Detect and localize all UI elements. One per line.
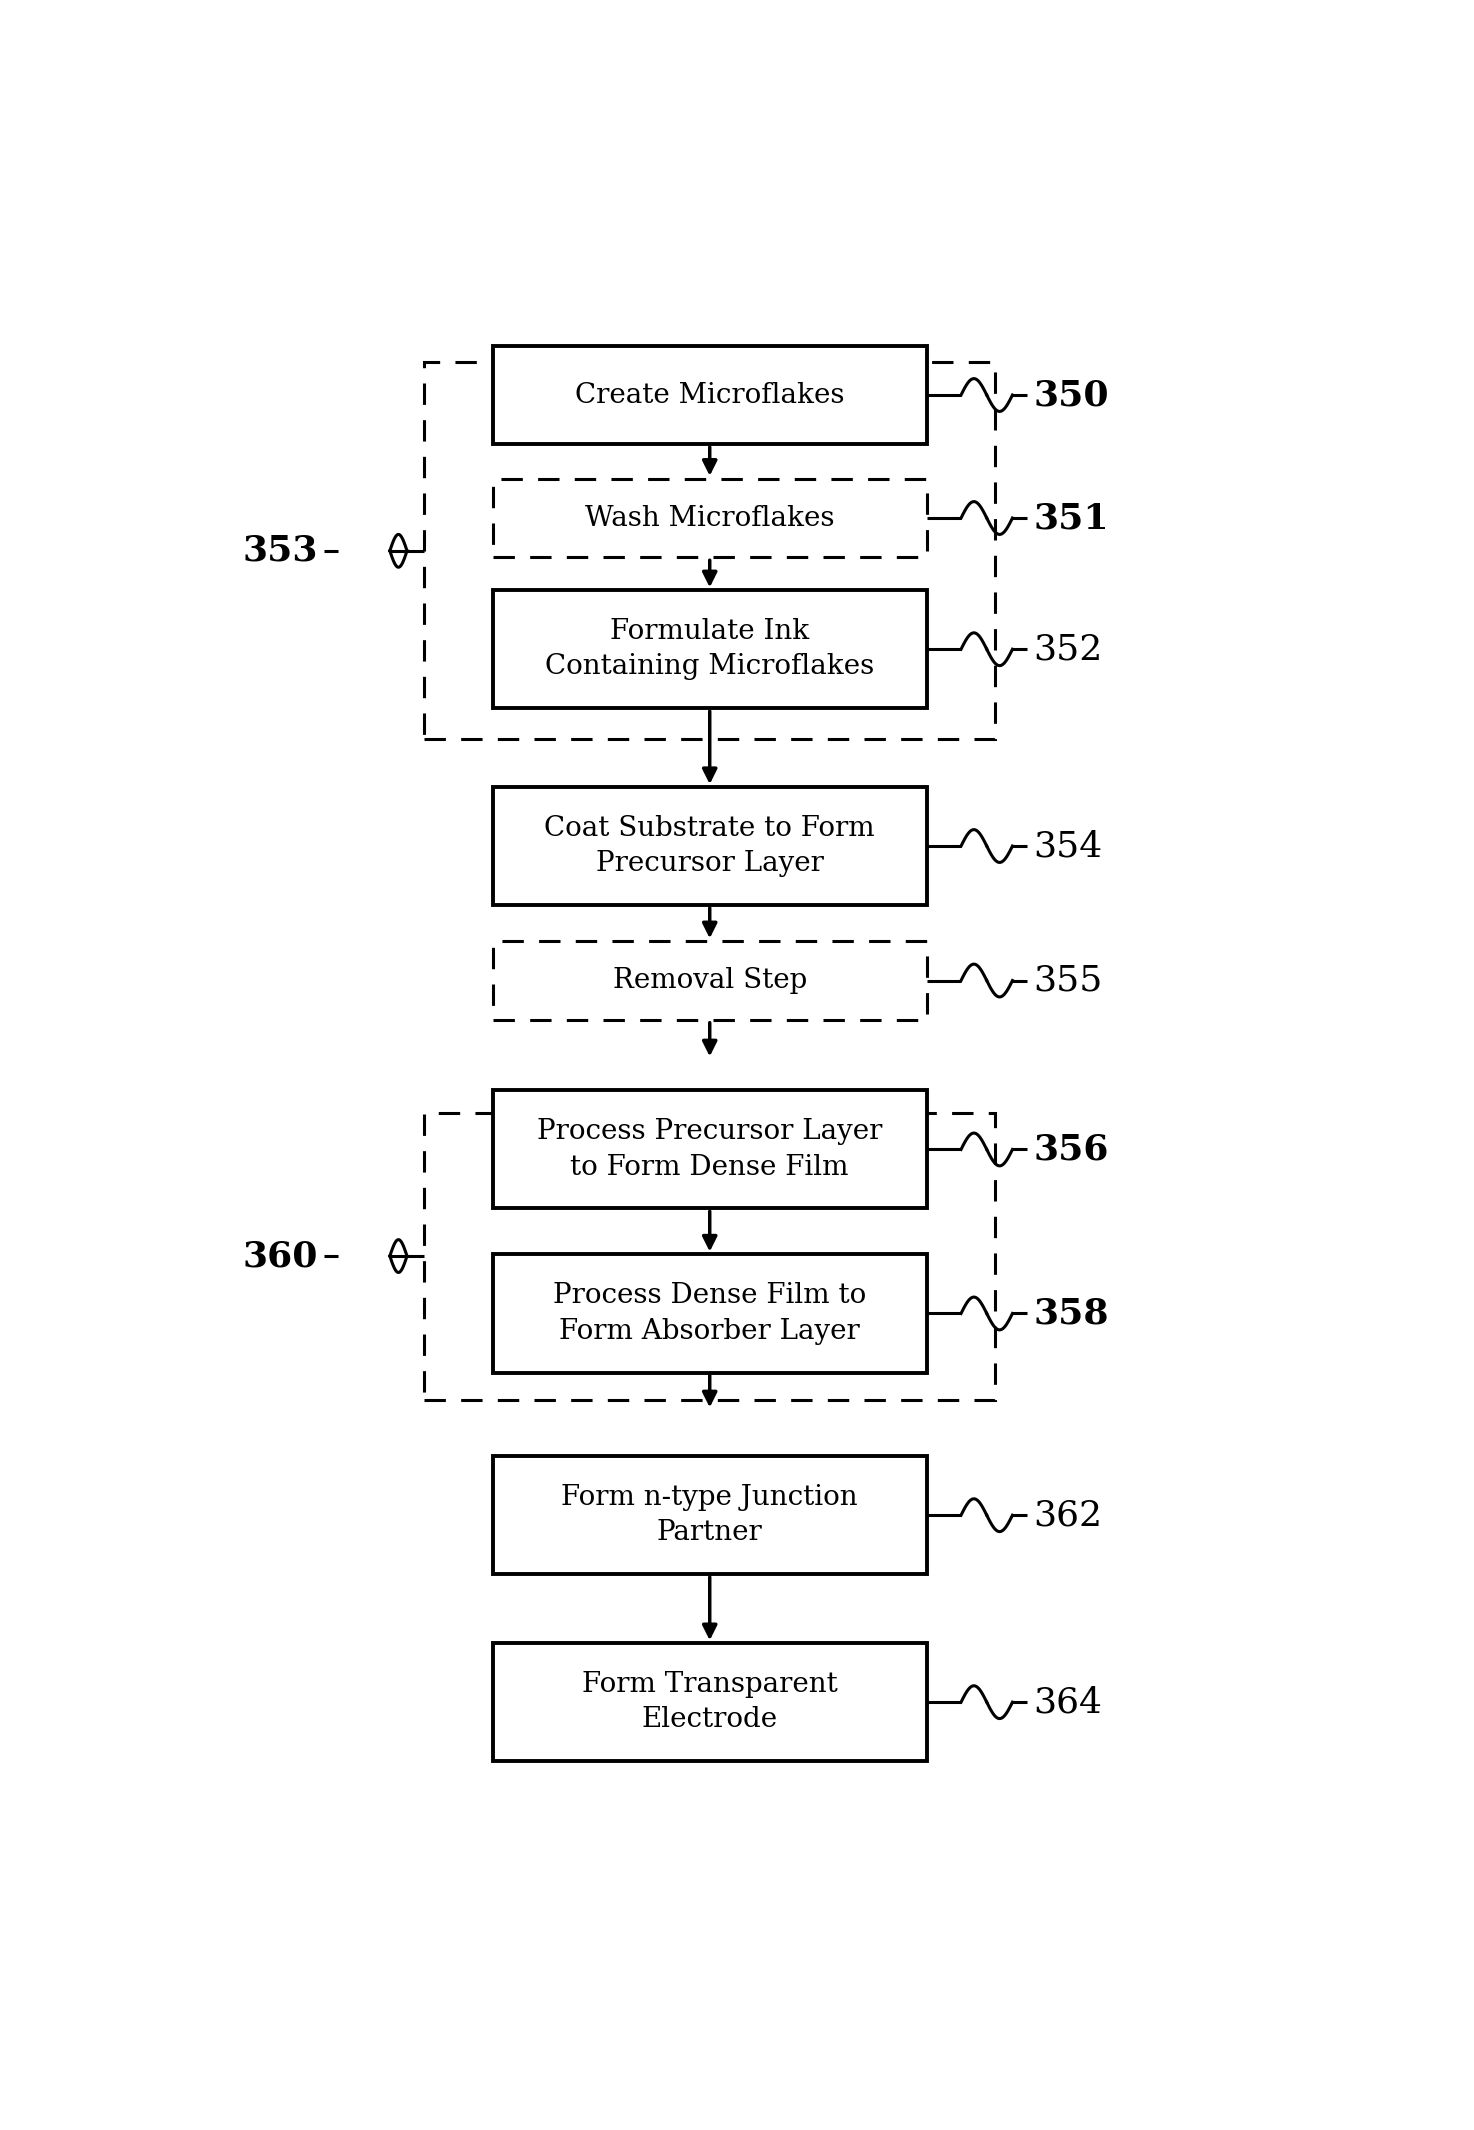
- Text: Create Microflakes: Create Microflakes: [575, 381, 845, 409]
- Text: 350: 350: [1033, 377, 1108, 411]
- Bar: [492, 786, 927, 905]
- Text: Process Precursor Layer
to Form Dense Film: Process Precursor Layer to Form Dense Fi…: [537, 1118, 883, 1180]
- Text: Form Transparent
Electrode: Form Transparent Electrode: [582, 1670, 837, 1734]
- Bar: [425, 362, 995, 739]
- Text: 355: 355: [1033, 963, 1103, 997]
- Text: 356: 356: [1033, 1133, 1108, 1167]
- Text: Coat Substrate to Form
Precursor Layer: Coat Substrate to Form Precursor Layer: [544, 816, 876, 878]
- Bar: [492, 590, 927, 709]
- Bar: [425, 1112, 995, 1399]
- Text: Process Dense Film to
Form Absorber Layer: Process Dense Film to Form Absorber Laye…: [553, 1282, 867, 1344]
- Text: Form n-type Junction
Partner: Form n-type Junction Partner: [562, 1485, 858, 1546]
- Bar: [492, 345, 927, 445]
- Bar: [492, 479, 927, 558]
- Bar: [492, 1457, 927, 1574]
- Text: Removal Step: Removal Step: [613, 967, 806, 995]
- Text: Wash Microflakes: Wash Microflakes: [585, 505, 834, 532]
- Text: Formulate Ink
Containing Microflakes: Formulate Ink Containing Microflakes: [545, 618, 874, 679]
- Text: 364: 364: [1033, 1685, 1103, 1719]
- Text: 358: 358: [1033, 1297, 1108, 1331]
- Text: 351: 351: [1033, 501, 1108, 535]
- Bar: [492, 1255, 927, 1372]
- Text: 362: 362: [1033, 1497, 1103, 1531]
- Text: 353: 353: [242, 535, 318, 569]
- Text: 352: 352: [1033, 633, 1103, 667]
- Bar: [492, 1091, 927, 1208]
- Bar: [492, 941, 927, 1020]
- Bar: [492, 1642, 927, 1762]
- Text: 360: 360: [242, 1240, 318, 1274]
- Text: 354: 354: [1033, 829, 1103, 863]
